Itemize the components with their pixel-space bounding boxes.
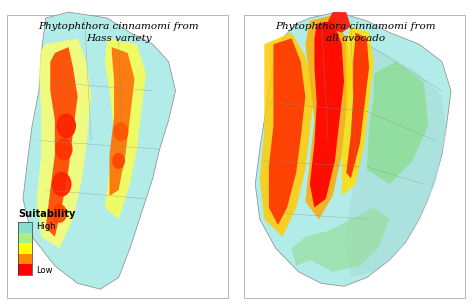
Polygon shape: [310, 21, 344, 208]
Polygon shape: [344, 44, 447, 278]
Polygon shape: [255, 12, 451, 286]
FancyBboxPatch shape: [244, 15, 465, 298]
Text: High: High: [36, 222, 56, 231]
Polygon shape: [346, 33, 369, 178]
Circle shape: [114, 123, 128, 141]
Text: Suitability: Suitability: [18, 209, 76, 219]
Polygon shape: [367, 62, 428, 184]
Polygon shape: [292, 208, 390, 272]
Circle shape: [57, 114, 75, 138]
Bar: [18, 222, 32, 274]
Polygon shape: [260, 33, 314, 237]
Bar: [18, 254, 32, 264]
Text: Hass variety: Hass variety: [86, 34, 151, 43]
Polygon shape: [269, 38, 305, 225]
Polygon shape: [23, 12, 175, 289]
Bar: [18, 222, 32, 233]
Bar: [18, 264, 32, 274]
FancyBboxPatch shape: [7, 15, 228, 298]
Circle shape: [113, 154, 124, 168]
Polygon shape: [46, 47, 78, 237]
Text: all avocado: all avocado: [326, 34, 385, 43]
Circle shape: [53, 204, 66, 222]
Polygon shape: [105, 38, 146, 219]
Polygon shape: [342, 27, 374, 196]
Polygon shape: [305, 15, 351, 219]
Text: Phytophthora cinnamomi from: Phytophthora cinnamomi from: [275, 22, 436, 31]
Circle shape: [53, 173, 71, 196]
Text: Low: Low: [36, 266, 53, 274]
Circle shape: [56, 139, 72, 159]
Text: Phytophthora cinnamomi from: Phytophthora cinnamomi from: [38, 22, 199, 31]
Bar: [18, 243, 32, 254]
Bar: [18, 233, 32, 243]
Polygon shape: [328, 12, 351, 33]
Polygon shape: [36, 38, 91, 248]
Polygon shape: [109, 47, 135, 196]
